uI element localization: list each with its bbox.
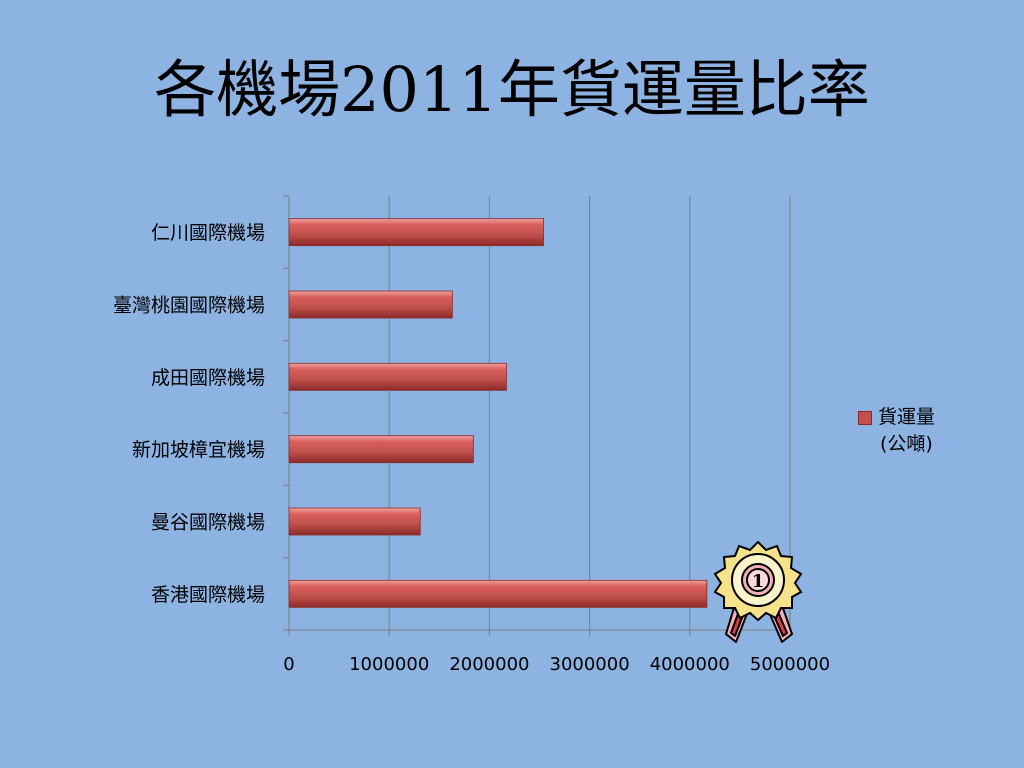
bar: [288, 579, 708, 608]
bar: [288, 435, 474, 464]
x-tick-label: 2000000: [449, 654, 529, 675]
labels: 0 1000000 2000000 3000000 4000000 5000000 仁川國際…: [113, 222, 830, 675]
x-tick-label: 4000000: [650, 654, 730, 675]
first-place-ribbon-icon: 1: [713, 540, 803, 643]
category-label: 曼谷國際機場: [151, 512, 265, 534]
slide-title: 各機場2011年貨運量比率: [154, 53, 870, 126]
bar: [288, 290, 453, 319]
category-label: 香港國際機場: [151, 584, 265, 606]
legend-swatch: [858, 410, 872, 425]
bar: [288, 218, 544, 247]
legend-unit: (公噸): [880, 433, 933, 455]
category-label: 成田國際機場: [151, 367, 265, 389]
category-label: 臺灣桃園國際機場: [113, 295, 265, 317]
bar: [288, 507, 421, 536]
legend: 貨運量 (公噸): [858, 404, 935, 458]
x-tick-label: 3000000: [550, 654, 630, 675]
gridlines: [388, 196, 791, 630]
badge-rank: 1: [752, 571, 765, 592]
x-tick-label: 0: [283, 654, 294, 675]
category-label: 仁川國際機場: [151, 222, 265, 244]
bars: [288, 218, 708, 608]
x-tick-label: 1000000: [349, 654, 429, 675]
legend-label: 貨運量: [878, 406, 936, 428]
x-tick-label: 5000000: [750, 654, 830, 675]
category-label: 新加坡樟宜機場: [132, 439, 265, 461]
bar: [288, 362, 507, 391]
